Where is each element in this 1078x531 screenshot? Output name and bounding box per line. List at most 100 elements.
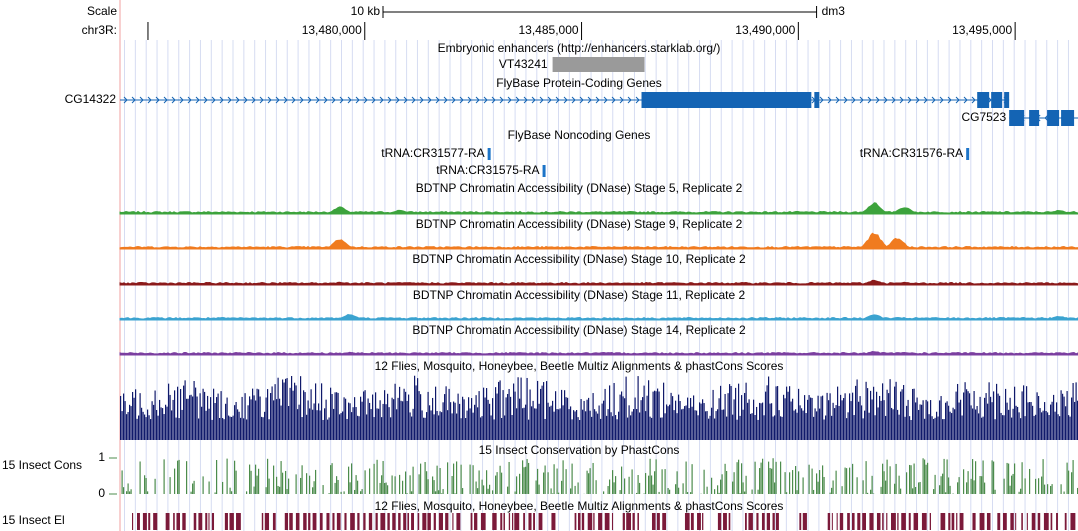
phastcons-bar	[483, 485, 485, 494]
multiz-bar	[624, 398, 626, 440]
dnase-peak	[577, 282, 622, 285]
multiz-bar	[252, 388, 254, 440]
phastcons-bar	[229, 487, 231, 494]
conserved-element	[972, 513, 976, 530]
exon	[814, 92, 820, 108]
multiz-bar	[1002, 415, 1004, 440]
phastcons-bar	[934, 474, 936, 494]
phastcons-bar	[745, 475, 747, 494]
gene-label: CG7523	[961, 110, 1006, 124]
multiz-bar	[642, 397, 644, 440]
phastcons-bar	[922, 458, 924, 494]
conserved-element	[1043, 513, 1049, 530]
multiz-bar	[825, 415, 827, 440]
multiz-bar	[216, 397, 218, 440]
conserved-element	[574, 513, 577, 530]
multiz-bar	[942, 419, 944, 440]
multiz-bar	[229, 416, 231, 440]
phastcons-bar	[280, 461, 282, 494]
multiz-bar	[720, 385, 722, 440]
multiz-bar	[676, 413, 678, 440]
phastcons-bar	[1024, 478, 1026, 494]
multiz-bar	[361, 401, 363, 440]
multiz-bar	[696, 410, 698, 440]
track-title: BDTNP Chromatin Accessibility (DNase) St…	[416, 181, 743, 195]
phastcons-bar	[1008, 463, 1010, 494]
multiz-bar	[505, 397, 507, 440]
multiz-bar	[121, 411, 123, 440]
multiz-bar	[223, 419, 225, 440]
multiz-bar	[541, 385, 543, 440]
conserved-element	[802, 513, 807, 530]
multiz-bar	[363, 391, 365, 440]
phastcons-bar	[351, 463, 353, 494]
multiz-bar	[828, 400, 830, 440]
phastcons-bar	[574, 485, 576, 494]
multiz-bar	[432, 397, 434, 440]
multiz-bar	[699, 402, 701, 440]
phastcons-bar	[561, 480, 563, 494]
multiz-bar	[945, 402, 947, 440]
multiz-bar	[597, 413, 599, 440]
multiz-bar	[174, 390, 176, 440]
y-tick-label: 0	[98, 486, 105, 500]
phastcons-bar	[427, 479, 429, 494]
phastcons-bar	[603, 491, 605, 494]
multiz-bar	[916, 397, 918, 440]
conserved-element	[380, 513, 386, 530]
phastcons-bar	[265, 487, 267, 494]
multiz-bar	[867, 388, 869, 440]
multiz-bar	[1014, 386, 1016, 440]
multiz-bar	[681, 409, 683, 440]
phastcons-bar	[661, 469, 663, 494]
gene-label: CG14322	[65, 92, 117, 106]
multiz-bar	[555, 391, 557, 440]
phastcons-bar	[726, 471, 728, 494]
multiz-bar	[886, 389, 888, 440]
phastcons-bar	[442, 489, 444, 494]
phastcons-bar	[967, 471, 969, 494]
track-title: BDTNP Chromatin Accessibility (DNase) St…	[412, 252, 746, 266]
conserved-element	[433, 513, 436, 530]
phastcons-bar	[979, 475, 981, 494]
conserved-element	[470, 513, 473, 530]
multiz-bar	[483, 387, 485, 440]
phastcons-bar	[993, 461, 995, 494]
multiz-bar	[357, 415, 359, 440]
multiz-bar	[1027, 402, 1029, 440]
multiz-bar	[994, 419, 996, 440]
phastcons-bar	[285, 470, 287, 494]
phastcons-bar	[379, 482, 381, 494]
phastcons-bar	[154, 478, 156, 494]
multiz-bar	[1024, 416, 1026, 440]
multiz-bar	[334, 392, 336, 440]
conserved-element	[398, 513, 401, 530]
conserved-element	[1021, 513, 1023, 530]
track-title: FlyBase Noncoding Genes	[508, 128, 651, 142]
multiz-bar	[864, 410, 866, 440]
multiz-bar	[498, 381, 500, 440]
multiz-bar	[585, 411, 587, 440]
phastcons-bar	[250, 470, 252, 494]
conserved-element	[632, 513, 635, 530]
multiz-bar	[606, 415, 608, 440]
multiz-bar	[589, 410, 591, 440]
multiz-bar	[954, 409, 956, 440]
multiz-bar	[951, 413, 953, 440]
multiz-bar	[436, 410, 438, 440]
phastcons-bar	[361, 489, 363, 494]
phastcons-bar	[739, 493, 741, 494]
multiz-bar	[612, 416, 614, 440]
dnase-peak	[627, 246, 672, 249]
phastcons-bar	[492, 490, 494, 494]
phastcons-bar	[121, 470, 123, 494]
multiz-bar	[276, 399, 278, 440]
conserved-element	[528, 513, 532, 530]
conserved-element	[723, 513, 727, 530]
multiz-bar	[268, 419, 270, 440]
multiz-bar	[550, 405, 552, 440]
multiz-bar	[456, 413, 458, 440]
multiz-bar	[634, 397, 636, 440]
multiz-bar	[691, 406, 693, 440]
conserved-element	[264, 513, 270, 530]
